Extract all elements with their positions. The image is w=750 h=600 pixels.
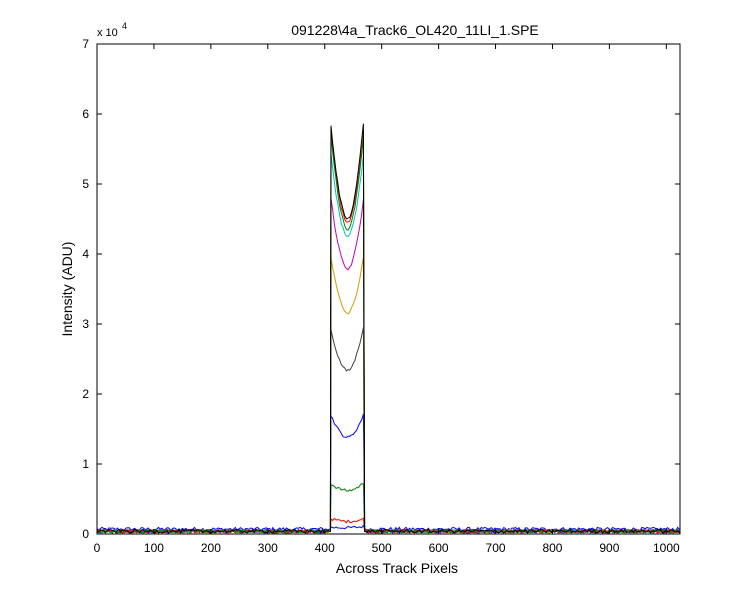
y-tick-label: 4 [82, 247, 89, 261]
x-tick-label: 0 [94, 541, 101, 555]
y-tick-label: 6 [82, 107, 89, 121]
plot-area [97, 44, 680, 534]
x-tick-label: 1000 [653, 541, 680, 555]
chart-title: 091228\4a_Track6_OL420_11LI_1.SPE [291, 22, 539, 38]
x-tick-label: 400 [315, 541, 335, 555]
x-tick-label: 300 [258, 541, 278, 555]
y-multiplier-exponent: 4 [122, 21, 127, 31]
series-line-11 [96, 123, 680, 534]
axes-box [96, 43, 681, 535]
x-tick-label: 800 [542, 541, 562, 555]
y-multiplier-label: x 10 [97, 27, 118, 39]
series-layer [96, 123, 680, 534]
x-tick-label: 200 [201, 541, 221, 555]
y-tick-label: 7 [82, 37, 89, 51]
y-tick-label: 5 [82, 177, 89, 191]
tick-layer: 0 100 200 300 400 500 600 700 800 900 1000 0 1 2 3 4 5 6 7 [82, 37, 680, 555]
x-tick-label: 100 [144, 541, 164, 555]
x-tick-label: 600 [429, 541, 449, 555]
x-tick-label: 700 [486, 541, 506, 555]
y-axis-label: Intensity (ADU) [59, 242, 75, 337]
y-tick-label: 1 [82, 457, 89, 471]
y-tick-label: 3 [82, 317, 89, 331]
y-tick-label: 2 [82, 387, 89, 401]
y-tick-label: 0 [82, 527, 89, 541]
x-tick-label: 500 [372, 541, 392, 555]
x-axis-label: Across Track Pixels [336, 560, 458, 576]
x-tick-label: 900 [599, 541, 619, 555]
